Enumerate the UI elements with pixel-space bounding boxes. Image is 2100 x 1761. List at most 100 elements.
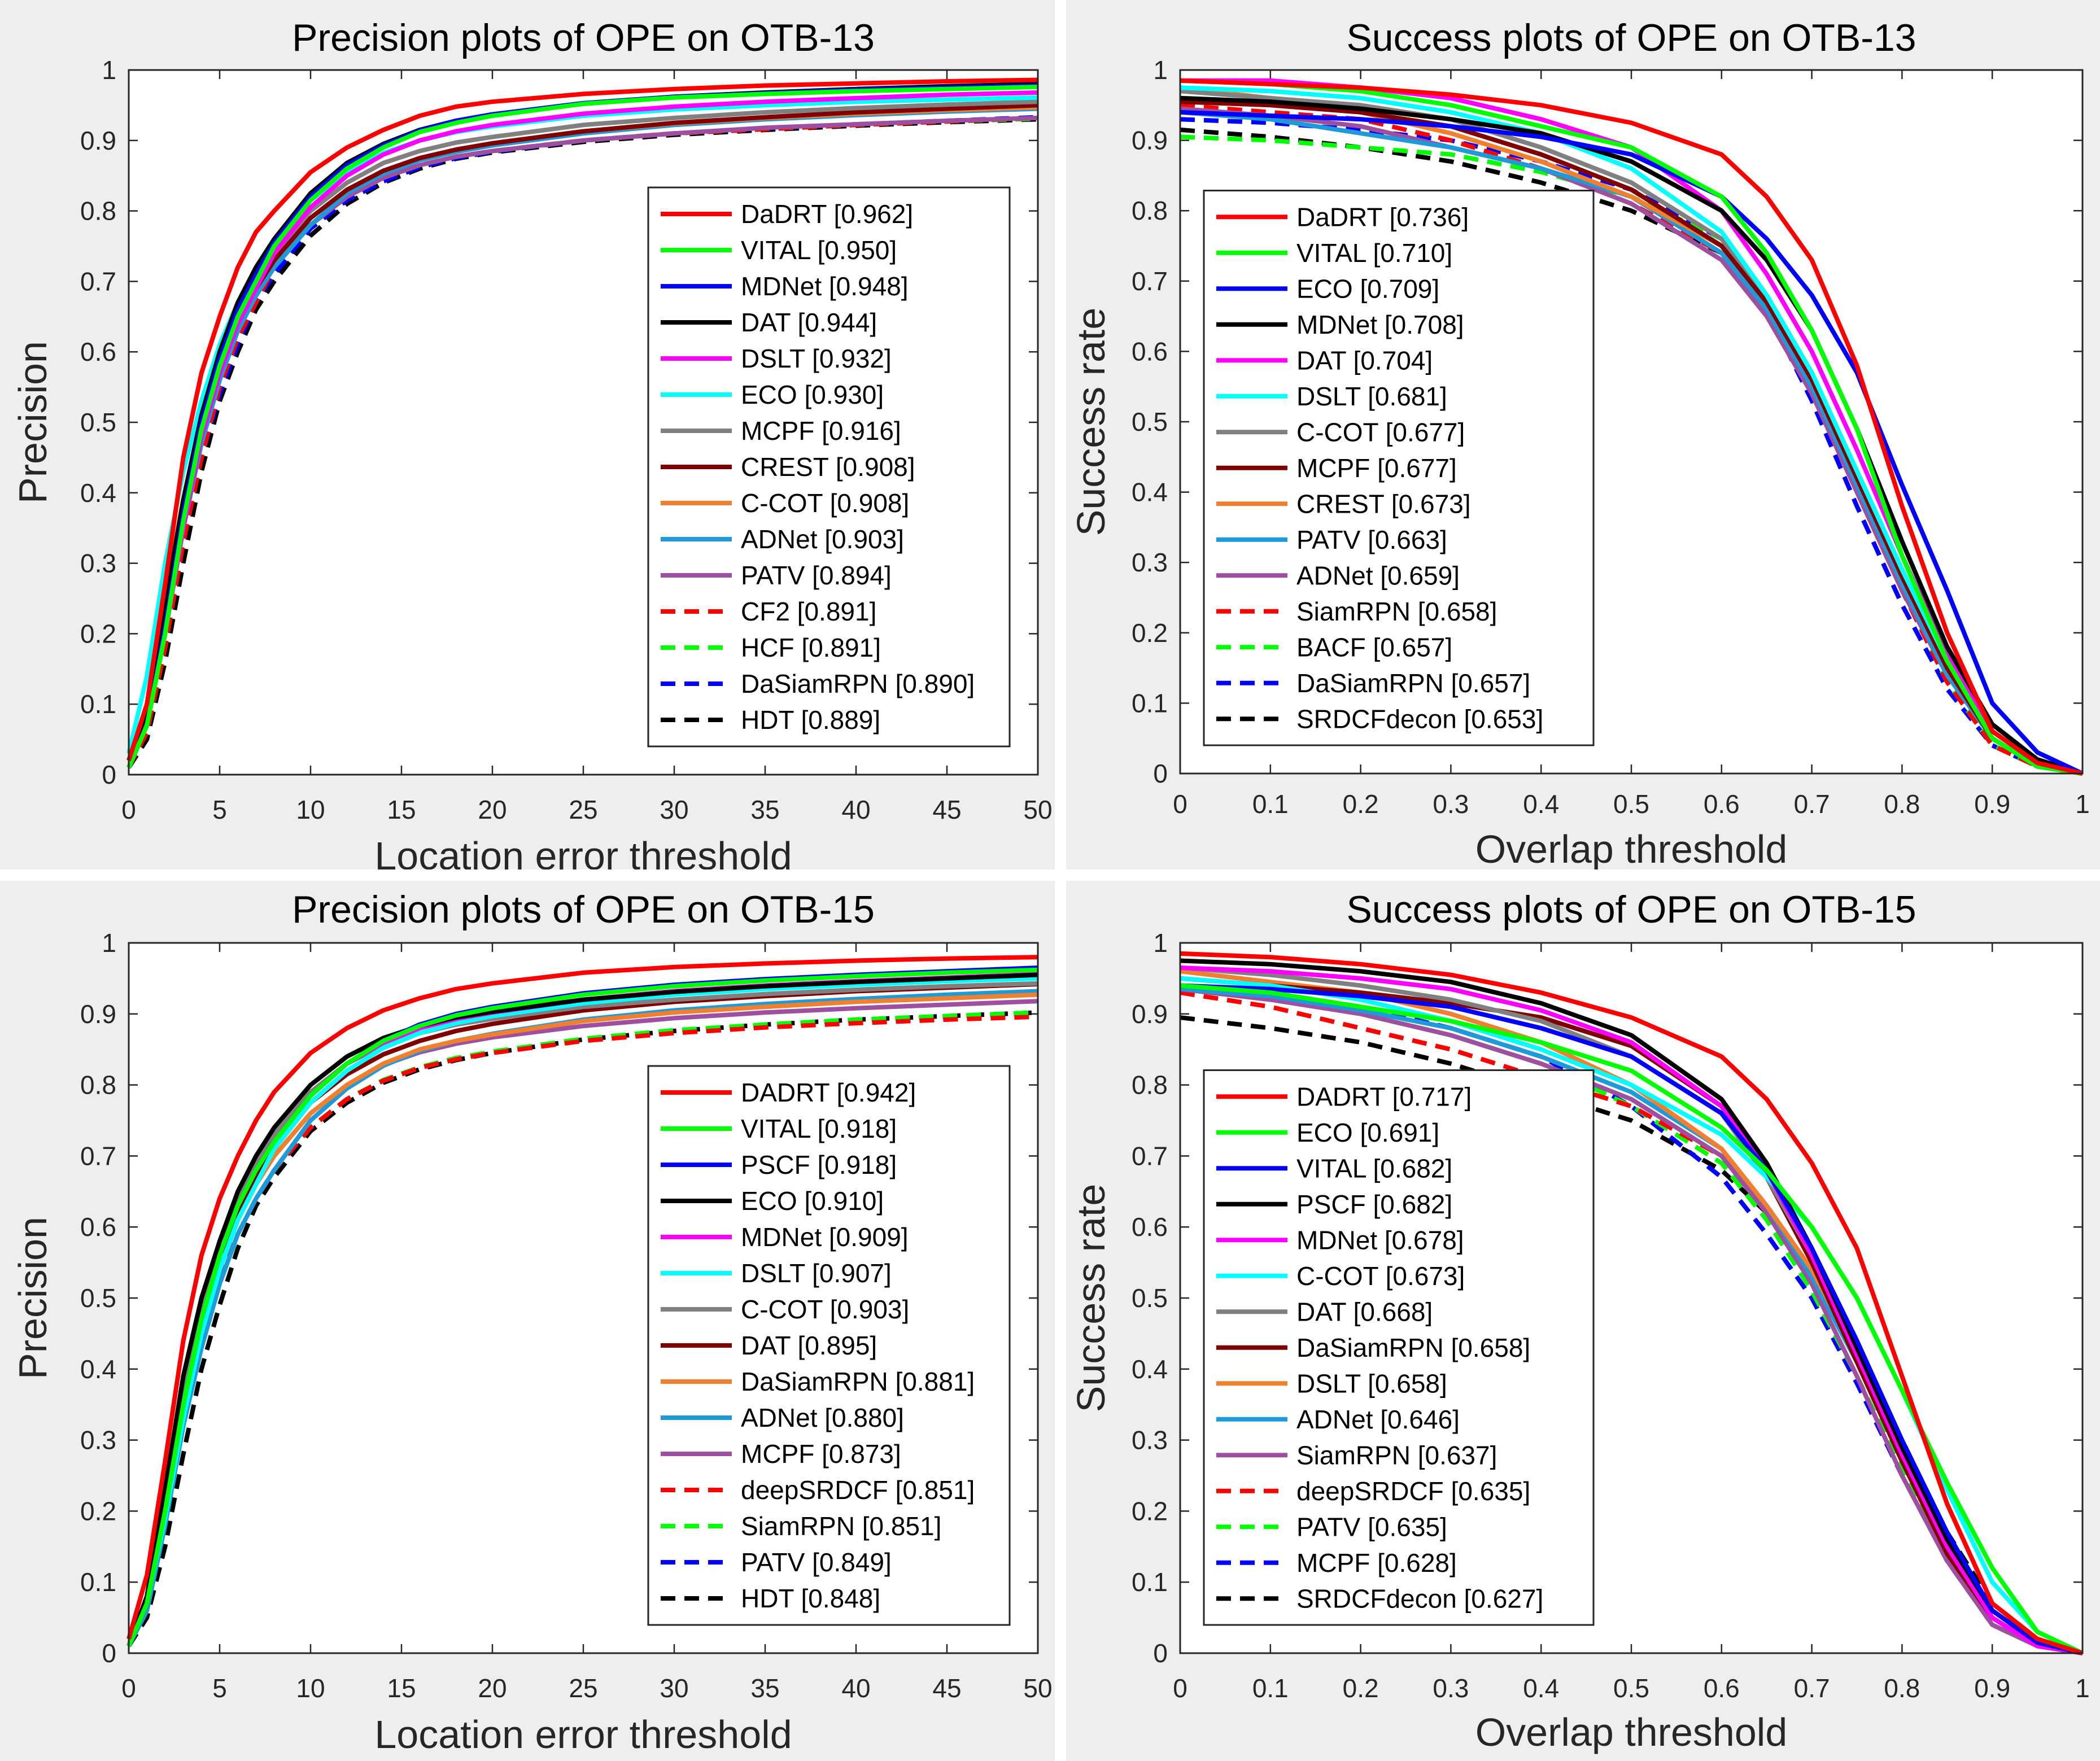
legend-item: ECO [0.709]: [1216, 274, 1439, 303]
x-tick-label: 5: [212, 795, 227, 824]
x-tick-label: 5: [212, 1673, 227, 1703]
legend-label: ECO [0.691]: [1296, 1118, 1439, 1147]
legend-item: PATV [0.663]: [1216, 525, 1447, 554]
x-tick-label: 0.9: [1974, 1673, 2010, 1703]
y-tick-label: 0.3: [1132, 548, 1168, 577]
series-lines: [1180, 78, 2084, 776]
legend-item: deepSRDCF [0.635]: [1216, 1476, 1530, 1506]
y-tick-label: 0.9: [80, 999, 116, 1029]
y-tick-label: 0: [1153, 1638, 1168, 1668]
legend-label: DaSiamRPN [0.890]: [741, 669, 975, 698]
y-tick-label: 0: [102, 760, 116, 789]
axes-box: [128, 69, 1039, 776]
legend-item: VITAL [0.682]: [1216, 1153, 1452, 1183]
legend-item: HCF [0.891]: [661, 633, 881, 662]
legend-label: C-COT [0.908]: [741, 488, 909, 518]
legend-label: MDNet [0.909]: [741, 1222, 909, 1252]
legend-label: PATV [0.663]: [1296, 525, 1447, 554]
legend-label: BACF [0.657]: [1296, 632, 1452, 662]
legend-item: HDT [0.889]: [661, 705, 880, 735]
legend-label: HDT [0.889]: [741, 705, 880, 735]
series-line-eco: [1180, 983, 2084, 1655]
x-tick-label: 15: [387, 795, 416, 824]
legend-item: MDNet [0.948]: [661, 272, 909, 301]
chart-precision-otb15: Precision plots of OPE on OTB-150 5 10 15 20…: [11, 888, 1053, 1756]
legend-item: SiamRPN [0.658]: [1216, 597, 1497, 626]
legend-item: ADNet [0.903]: [661, 525, 904, 554]
series-line-c-cot: [1180, 976, 2084, 1655]
legend-label: MCPF [0.873]: [741, 1439, 901, 1469]
x-tick-label: 0.1: [1252, 1673, 1289, 1703]
legend-label: DAT [0.895]: [741, 1331, 877, 1360]
y-tick-label: 0.3: [80, 549, 116, 578]
x-tick-label: 25: [569, 795, 597, 824]
legend-item: C-COT [0.903]: [661, 1295, 909, 1324]
y-tick-label: 0.5: [80, 1283, 116, 1313]
x-tick-label: 30: [660, 1673, 688, 1703]
legend-item: ADNet [0.659]: [1216, 561, 1460, 590]
axis-ticks: 0 0.1 0.2 0.3 0.4 0.5 0.6 0.7 0.8 0.9 1 0 0.1 0.2 0.3 0…: [1132, 928, 2090, 1703]
legend-label: deepSRDCF [0.635]: [1296, 1476, 1530, 1506]
legend-item: ADNet [0.646]: [1216, 1405, 1460, 1434]
legend-item: MDNet [0.909]: [661, 1222, 909, 1252]
x-tick-label: 0.2: [1343, 1673, 1379, 1703]
x-tick-label: 50: [1023, 795, 1052, 824]
y-tick-label: 0.7: [1132, 1141, 1168, 1170]
y-tick-label: 0.7: [80, 266, 116, 296]
legend-item: DSLT [0.658]: [1216, 1369, 1447, 1398]
x-axis-label: Overlap threshold: [1475, 827, 1788, 869]
legend-item: DSLT [0.932]: [661, 344, 892, 373]
legend-item: DaDRT [0.962]: [661, 199, 913, 229]
legend-item: CREST [0.908]: [661, 452, 915, 482]
y-tick-label: 0.6: [80, 337, 116, 366]
y-tick-label: 0.3: [80, 1426, 116, 1455]
legend-label: DaDRT [0.962]: [741, 199, 913, 229]
y-axis-label: Precision: [11, 1217, 55, 1379]
x-tick-label: 0.1: [1252, 789, 1289, 819]
legend-item: ADNet [0.880]: [661, 1403, 904, 1432]
x-tick-label: 1: [2075, 789, 2090, 819]
series-line-dadrt: [1180, 951, 2084, 1655]
legend-label: VITAL [0.918]: [741, 1114, 897, 1143]
y-tick-label: 1: [102, 55, 116, 85]
legend-label: CREST [0.673]: [1296, 489, 1471, 518]
legend-item: ECO [0.910]: [661, 1186, 884, 1216]
legend-label: deepSRDCF [0.851]: [741, 1475, 975, 1505]
x-tick-label: 0.6: [1704, 789, 1740, 819]
series-lines: [1180, 951, 2084, 1655]
legend-item: SiamRPN [0.851]: [661, 1511, 941, 1541]
x-tick-label: 0.4: [1523, 789, 1559, 819]
legend-item: C-COT [0.673]: [1216, 1261, 1465, 1291]
y-tick-label: 0.9: [1132, 999, 1168, 1029]
legend: DADRT [0.942] VITAL [0.918] PSCF [0.918] EC…: [647, 1065, 1011, 1626]
legend-item: DaSiamRPN [0.890]: [661, 669, 975, 698]
x-tick-label: 20: [478, 1673, 507, 1703]
legend-label: ADNet [0.903]: [741, 525, 904, 554]
legend-label: DSLT [0.907]: [741, 1259, 892, 1288]
legend-label: HCF [0.891]: [741, 633, 881, 662]
x-tick-label: 0.9: [1974, 789, 2010, 819]
legend-label: DADRT [0.942]: [741, 1078, 916, 1107]
legend-label: ADNet [0.659]: [1296, 561, 1460, 590]
y-tick-label: 0.6: [1132, 1212, 1168, 1242]
legend-label: PSCF [0.918]: [741, 1150, 897, 1179]
legend-item: MDNet [0.708]: [1216, 310, 1464, 339]
y-tick-label: 0.1: [1132, 1567, 1168, 1597]
x-tick-label: 0.8: [1884, 1673, 1920, 1703]
legend-label: CREST [0.908]: [741, 452, 915, 482]
legend-label: HDT [0.848]: [741, 1584, 880, 1613]
legend-label: C-COT [0.677]: [1296, 417, 1465, 447]
y-tick-label: 0.2: [1132, 618, 1168, 648]
x-tick-label: 15: [387, 1673, 416, 1703]
legend-item: MCPF [0.677]: [1216, 453, 1457, 483]
y-tick-label: 0.1: [1132, 688, 1168, 718]
chart-success-otb13: Success plots of OPE on OTB-13 0 0.1 0.2 0.3…: [1069, 16, 2090, 869]
y-tick-label: 0.9: [80, 126, 116, 155]
x-tick-label: 0.6: [1704, 1673, 1740, 1703]
legend-item: DAT [0.944]: [661, 308, 877, 337]
legend-label: ECO [0.709]: [1296, 274, 1439, 303]
legend-item: CF2 [0.891]: [661, 597, 876, 626]
legend-item: PATV [0.894]: [661, 561, 892, 590]
x-axis-label: Overlap threshold: [1475, 1710, 1788, 1754]
x-tick-label: 0: [121, 1673, 136, 1703]
